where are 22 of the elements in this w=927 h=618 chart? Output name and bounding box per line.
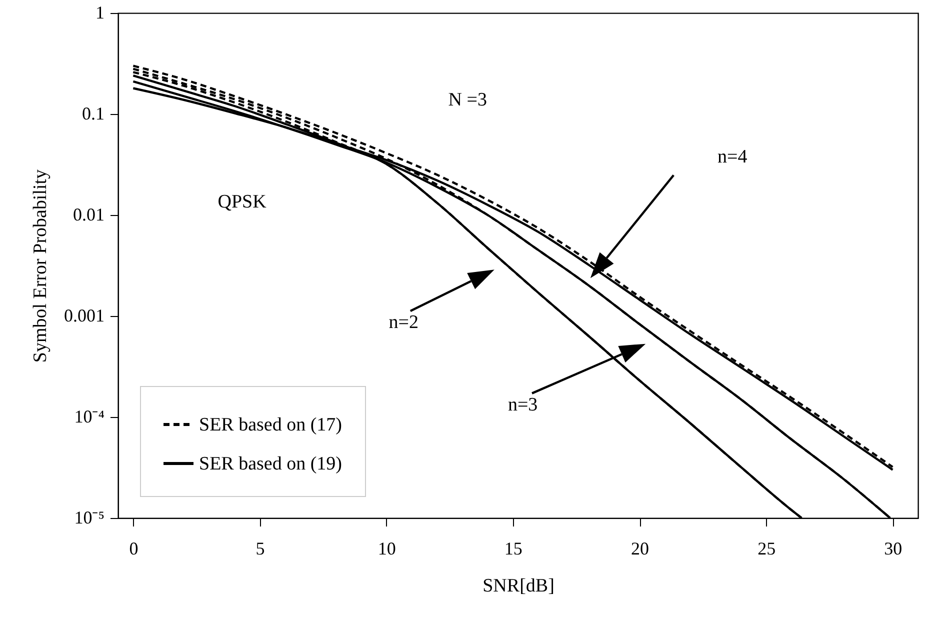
y-tick-label: 0.001 — [64, 306, 104, 326]
y-tick-label: 1 — [96, 2, 104, 22]
annotation: n=3 — [508, 394, 538, 416]
y-tick-label: 0.1 — [82, 104, 104, 124]
x-tick-label: 5 — [256, 538, 265, 558]
annotation: QPSK — [218, 191, 267, 212]
legend-label: SER based on (19) — [199, 454, 342, 474]
annotation: n=2 — [388, 312, 418, 334]
x-tick-label: 30 — [884, 538, 902, 558]
y-axis-title: Symbol Error Probability — [30, 168, 51, 363]
legend-label: SER based on (17) — [199, 414, 342, 436]
annotation: N =3 — [448, 89, 487, 110]
x-tick-label: 10 — [378, 538, 396, 558]
y-tick-label: 0.01 — [73, 204, 104, 224]
x-tick-label: 25 — [758, 538, 776, 558]
x-axis-title: SNR[dB] — [482, 576, 554, 596]
x-tick-label: 0 — [129, 538, 138, 558]
annotation: n=4 — [718, 146, 748, 168]
x-tick-label: 15 — [504, 538, 522, 558]
x-tick-label: 20 — [631, 538, 650, 558]
y-tick-label: 10⁻⁵ — [74, 508, 104, 528]
y-tick-label: 10⁻⁴ — [74, 406, 104, 426]
